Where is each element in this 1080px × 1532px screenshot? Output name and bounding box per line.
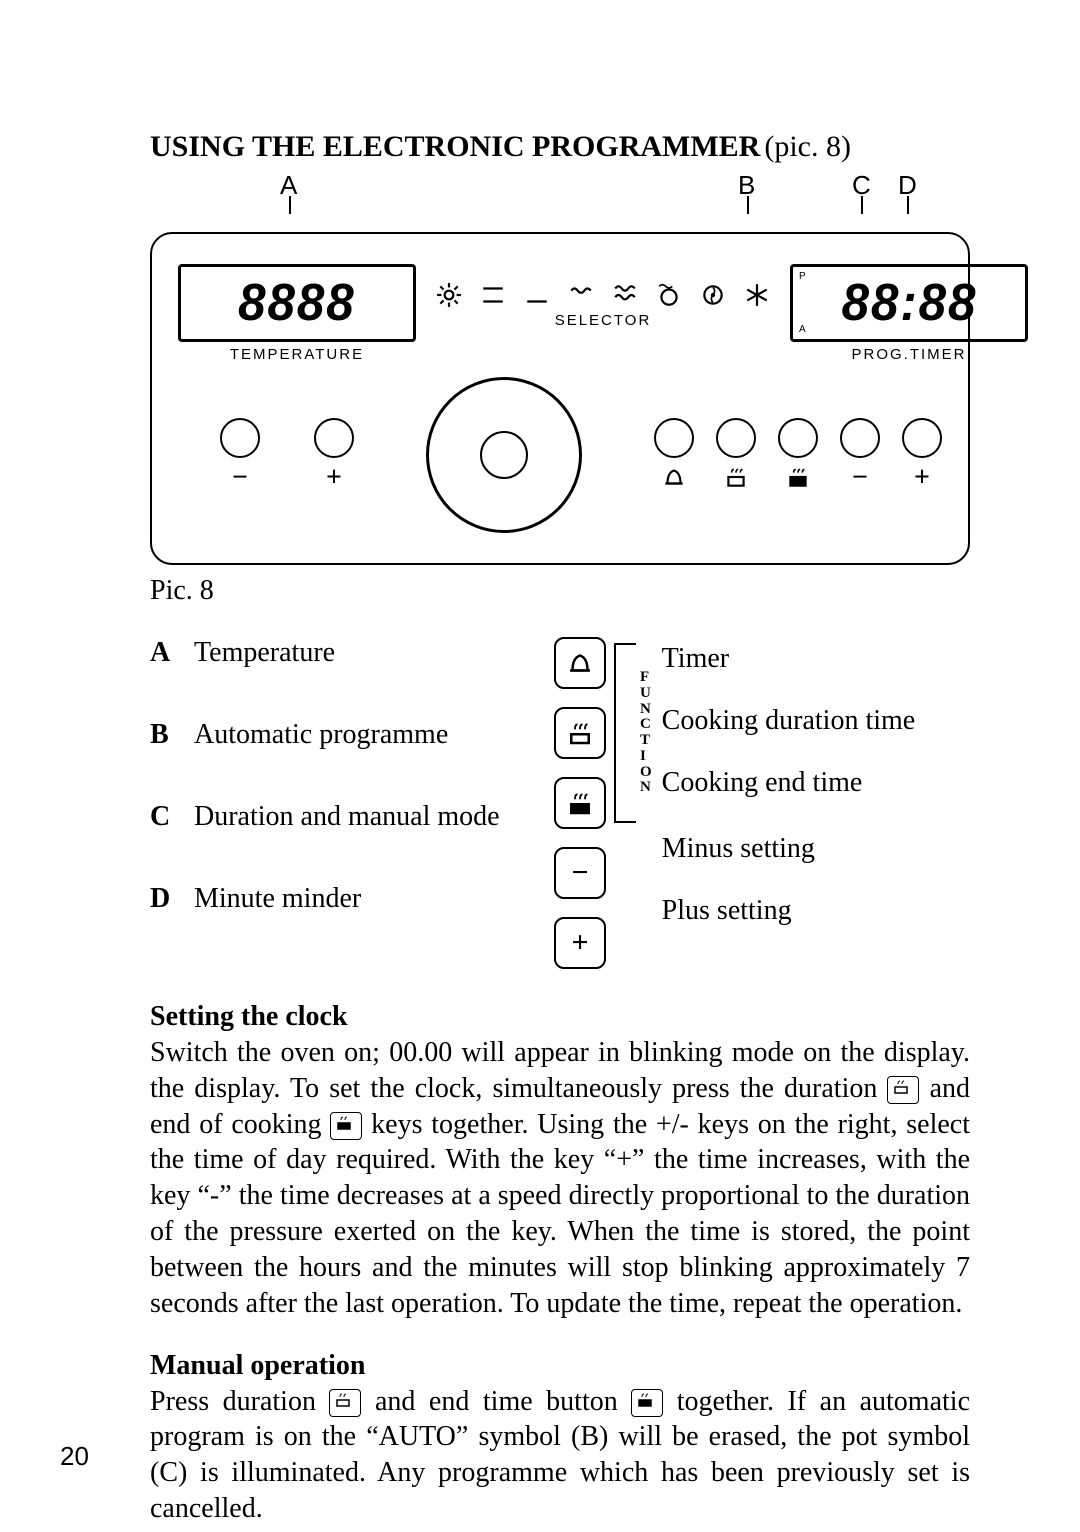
grill-icon <box>568 282 594 308</box>
section-body: Press duration and end time button toget… <box>150 1384 970 1527</box>
timer-key-icon <box>554 637 606 689</box>
inline-end-icon <box>631 1389 663 1417</box>
fan-grill-icon <box>656 282 682 308</box>
temperature-label: TEMPERATURE <box>230 346 364 363</box>
callout-d: D <box>898 170 917 201</box>
end-key-icon <box>554 777 606 829</box>
legend-row: CDuration and manual mode <box>150 801 530 833</box>
control-panel: 8888 TEMPERATURE SELECTOR <box>150 232 970 565</box>
legend-right: − + FUNCTION Timer Cooking duration time… <box>554 637 915 969</box>
legend-desc: Cooking duration time <box>662 705 916 737</box>
plus-key-icon: + <box>554 917 606 969</box>
function-bracket <box>614 643 636 823</box>
inline-end-icon <box>330 1112 362 1140</box>
pot-duration-icon <box>723 464 749 490</box>
function-vertical-label: FUNCTION <box>640 670 652 796</box>
page-number: 20 <box>60 1441 89 1472</box>
callout-c: C <box>852 170 871 201</box>
defrost-icon <box>744 282 770 308</box>
legend-desc: Minus setting <box>662 833 916 865</box>
plus-icon: + <box>326 464 342 492</box>
prog-timer-label: PROG.TIMER <box>851 346 966 363</box>
legend-desc: Timer <box>662 643 916 675</box>
top-callouts: A B C D <box>150 170 970 214</box>
title-picref: (pic. 8) <box>764 130 851 163</box>
light-icon <box>436 282 462 308</box>
section-heading: Setting the clock <box>150 1001 970 1033</box>
section-heading: Manual operation <box>150 1350 970 1382</box>
section-body: Switch the oven on; 00.00 will appear in… <box>150 1035 970 1322</box>
page-title: USING THE ELECTRONIC PROGRAMMER <box>150 130 760 163</box>
double-grill-icon <box>612 282 638 308</box>
prog-plus-button[interactable] <box>902 418 942 458</box>
pot-end-icon <box>785 464 811 490</box>
bell-icon <box>661 464 687 490</box>
duration-key-icon <box>554 707 606 759</box>
inline-duration-icon <box>887 1076 919 1104</box>
legend-row: ATemperature <box>150 637 530 669</box>
figure-caption: Pic. 8 <box>150 575 970 607</box>
temperature-display: 8888 <box>178 264 416 342</box>
timer-button[interactable] <box>654 418 694 458</box>
legend-desc: Plus setting <box>662 895 916 927</box>
duration-button[interactable] <box>716 418 756 458</box>
selector-dial-center <box>480 431 528 479</box>
legend-desc: Cooking end time <box>662 767 916 799</box>
prog-minus-button[interactable] <box>840 418 880 458</box>
plus-icon: + <box>914 464 930 492</box>
fan-icon <box>700 282 726 308</box>
legend-row: DMinute minder <box>150 883 530 915</box>
prog-p-indicator: P <box>799 271 806 282</box>
prog-timer-display: 88:88 P A <box>790 264 1028 342</box>
minus-icon: − <box>852 464 868 492</box>
minus-key-icon: − <box>554 847 606 899</box>
selector-label: SELECTOR <box>555 312 652 329</box>
temp-minus-button[interactable] <box>220 418 260 458</box>
legend-left: ATemperature BAutomatic programme CDurat… <box>150 637 530 969</box>
inline-duration-icon <box>329 1389 361 1417</box>
selector-icons-row <box>436 264 770 308</box>
end-time-button[interactable] <box>778 418 818 458</box>
callout-a: A <box>280 170 297 201</box>
temp-plus-button[interactable] <box>314 418 354 458</box>
bottom-heat-icon <box>524 282 550 308</box>
page-title-line: USING THE ELECTRONIC PROGRAMMER (pic. 8) <box>150 130 970 164</box>
legend-row: BAutomatic programme <box>150 719 530 751</box>
top-bottom-heat-icon <box>480 282 506 308</box>
minus-icon: − <box>232 464 248 492</box>
prog-a-indicator: A <box>799 324 806 335</box>
callout-b: B <box>738 170 755 201</box>
selector-dial[interactable] <box>426 377 582 533</box>
